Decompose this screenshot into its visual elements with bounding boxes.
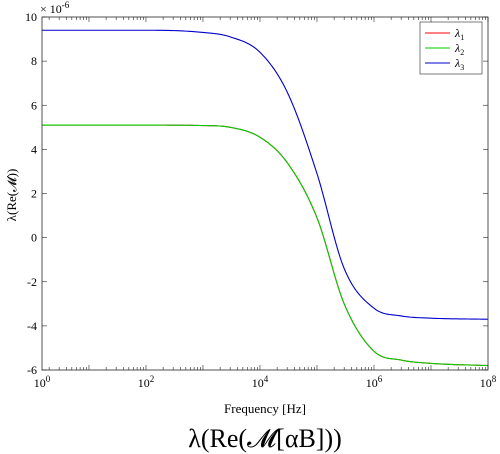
y-tick-label: -4 — [27, 319, 37, 333]
x-tick-label: 102 — [138, 374, 155, 390]
legend-label-lambda1: λ1 — [454, 26, 464, 42]
y-tick-label: -6 — [27, 363, 37, 377]
y-tick-label: 4 — [31, 142, 37, 156]
legend-label-lambda3: λ3 — [454, 56, 464, 72]
y-tick-label: 8 — [31, 54, 37, 68]
series-line-lambda2 — [42, 124, 489, 367]
y-tick-label: 6 — [31, 98, 37, 112]
y-tick-label: 10 — [25, 10, 37, 24]
figure-caption: λ(Re(𝓜[αB])) — [188, 424, 342, 453]
series-line-lambda3 — [42, 29, 489, 320]
x-tick-label: 100 — [34, 374, 51, 390]
x-tick-label: 104 — [252, 374, 269, 390]
y-tick-label: -2 — [27, 275, 37, 289]
x-tick-label: 106 — [366, 374, 383, 390]
legend-label-lambda2: λ2 — [454, 41, 464, 57]
y-axis-label: λ(Re(𝓜)) — [4, 169, 19, 222]
y-axis-exponent-label: × 10-6 — [40, 0, 70, 16]
axes: 100 102 104 106 108 -6 -4 -2 0 2 4 6 8 10 — [25, 10, 497, 390]
y-tick-label: 0 — [31, 231, 37, 245]
x-tick-label: 108 — [480, 374, 497, 390]
plot-area — [42, 29, 489, 367]
y-tick-label: 2 — [31, 187, 37, 201]
x-axis-label: Frequency [Hz] — [224, 401, 306, 416]
